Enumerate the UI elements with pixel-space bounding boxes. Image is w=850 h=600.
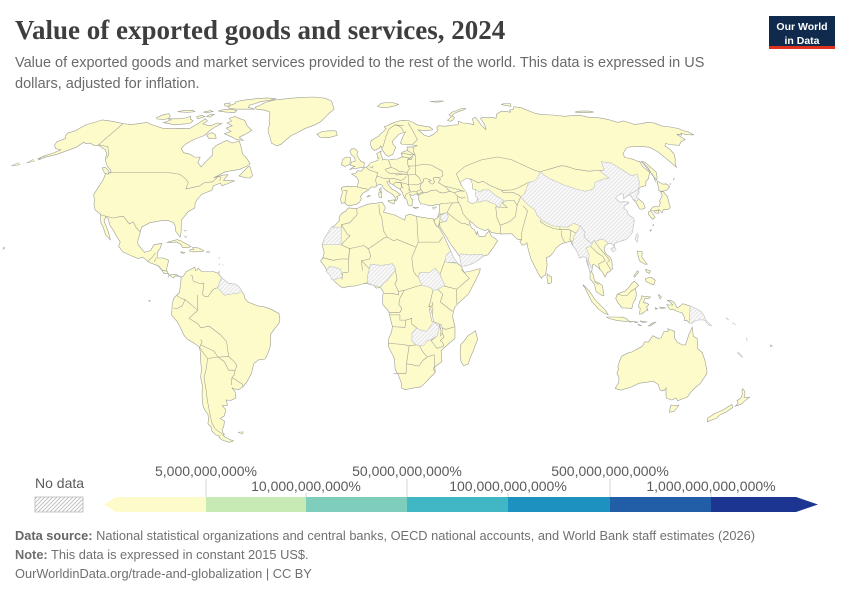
svg-text:10,000,000,000%: 10,000,000,000% [251, 478, 361, 494]
svg-text:No data: No data [35, 475, 84, 491]
svg-text:50,000,000,000%: 50,000,000,000% [352, 463, 462, 479]
svg-text:5,000,000,000%: 5,000,000,000% [155, 463, 257, 479]
svg-text:100,000,000,000%: 100,000,000,000% [449, 478, 567, 494]
svg-text:1,000,000,000,000%: 1,000,000,000,000% [646, 478, 775, 494]
svg-text:500,000,000,000%: 500,000,000,000% [551, 463, 669, 479]
